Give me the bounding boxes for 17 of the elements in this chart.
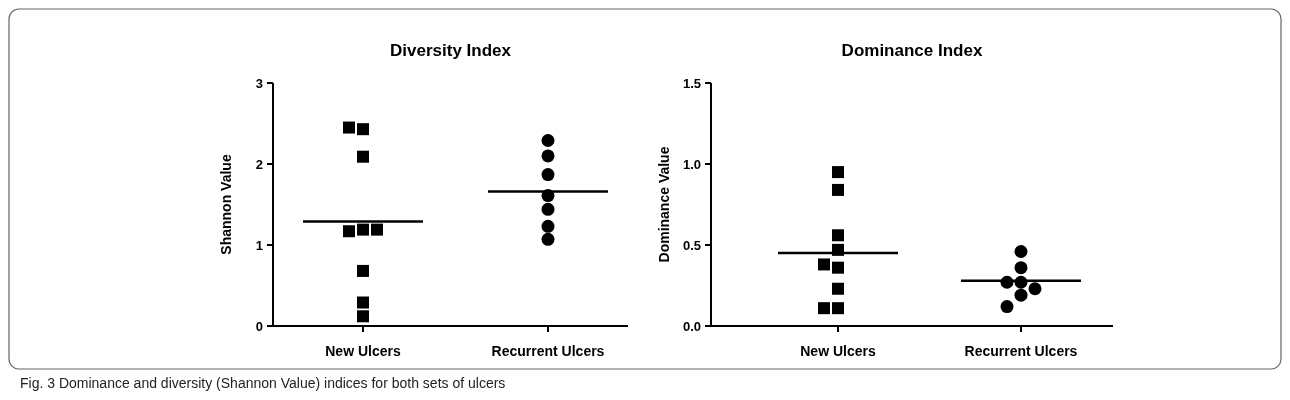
y-tick-label: 0 <box>255 318 263 334</box>
caption: Fig. 3 Dominance and diversity (Shannon Value) indices for both sets of ulcers <box>20 375 506 391</box>
x-tick-label: New Ulcers <box>325 343 401 359</box>
y-axis-title: Dominance Value <box>656 146 672 263</box>
y-tick-label: 3 <box>255 75 263 91</box>
chart-title: Diversity Index <box>390 41 512 60</box>
y-tick-label: 1.5 <box>682 75 701 91</box>
x-tick-label: Recurrent Ulcers <box>964 343 1078 359</box>
chart-title: Dominance Index <box>841 41 983 60</box>
y-tick-label: 0.0 <box>682 318 701 334</box>
y-tick-label: 0.5 <box>682 237 701 253</box>
x-tick-label: New Ulcers <box>800 343 876 359</box>
y-tick-label: 2 <box>255 156 263 172</box>
y-tick-label: 1.0 <box>682 156 701 172</box>
y-tick-label: 1 <box>255 237 263 253</box>
y-axis-title: Shannon Value <box>218 154 234 255</box>
x-tick-label: Recurrent Ulcers <box>491 343 605 359</box>
